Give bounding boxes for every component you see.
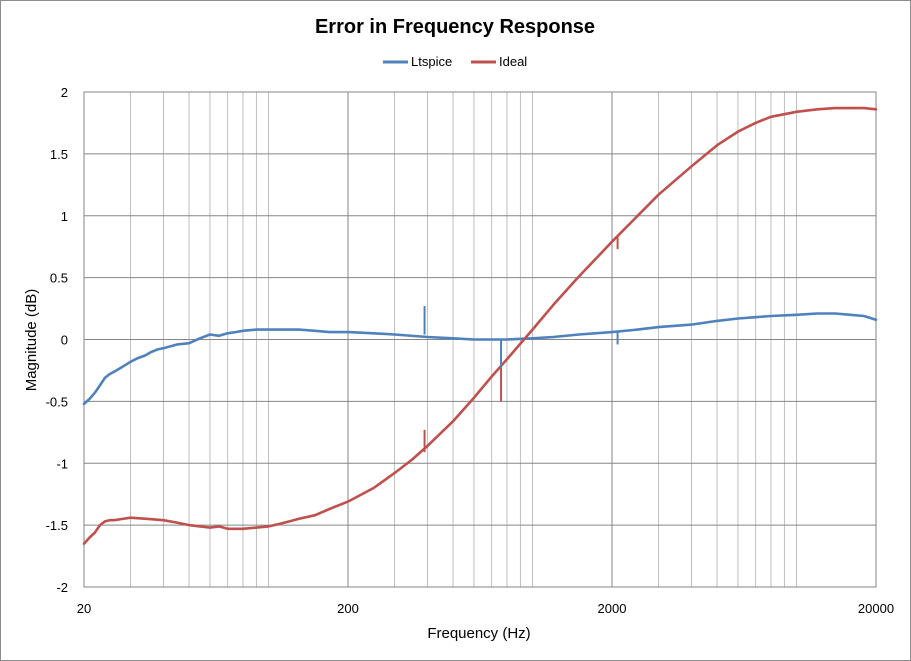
x-tick-label: 2000 bbox=[598, 601, 627, 616]
legend-label-ideal: Ideal bbox=[499, 54, 527, 69]
series-lines bbox=[82, 106, 878, 545]
y-axis-label: Magnitude (dB) bbox=[23, 289, 40, 392]
y-tick-label: 0 bbox=[61, 333, 68, 348]
y-tick-label: -1 bbox=[56, 456, 68, 471]
y-tick-label: 2 bbox=[61, 85, 68, 100]
chart-title: Error in Frequency Response bbox=[315, 16, 595, 38]
y-tick-label: -0.5 bbox=[46, 394, 68, 409]
series-line-ltspice bbox=[82, 312, 878, 406]
x-tick-label: 200 bbox=[337, 601, 359, 616]
plot-area bbox=[83, 91, 877, 588]
y-axis-ticks: 2 1.5 1 0.5 0 -0.5 -1 -1.5 -2 bbox=[46, 85, 68, 595]
x-tick-label: 20000 bbox=[858, 601, 894, 616]
y-tick-label: 1.5 bbox=[50, 147, 68, 162]
x-axis-ticks: 20 200 2000 20000 bbox=[77, 601, 894, 616]
y-tick-label: 0.5 bbox=[50, 271, 68, 286]
y-tick-label: -2 bbox=[56, 580, 68, 595]
x-tick-label: 20 bbox=[77, 601, 91, 616]
series-line-ideal bbox=[82, 106, 878, 545]
legend: Ltspice Ideal bbox=[383, 54, 527, 69]
y-tick-label: -1.5 bbox=[46, 518, 68, 533]
y-tick-label: 1 bbox=[61, 209, 68, 224]
x-axis-label: Frequency (Hz) bbox=[427, 625, 530, 642]
legend-label-ltspice: Ltspice bbox=[411, 54, 452, 69]
